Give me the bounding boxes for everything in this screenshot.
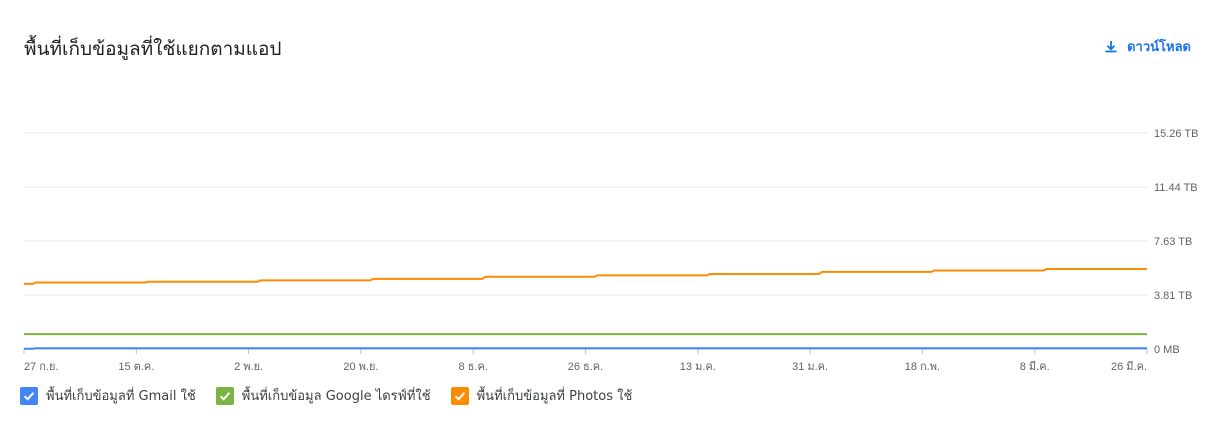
series-line — [24, 268, 1147, 285]
legend-label-photos: พื้นที่เก็บข้อมูลที่ Photos ใช้ — [476, 389, 633, 404]
y-tick-label: 11.44 TB — [1154, 182, 1198, 194]
y-tick-label: 0 MB — [1154, 344, 1180, 356]
legend-label-drive: พื้นที่เก็บข้อมูล Google ไดรฟ์ที่ใช้ — [241, 389, 431, 404]
legend-label-gmail: พื้นที่เก็บข้อมูลที่ Gmail ใช้ — [46, 389, 196, 404]
download-icon — [1104, 40, 1118, 54]
legend-item-gmail[interactable]: พื้นที่เก็บข้อมูลที่ Gmail ใช้ — [20, 385, 196, 406]
x-tick-label: 20 พ.ย. — [343, 361, 378, 373]
x-tick-label: 26 มี.ค. — [1111, 360, 1147, 373]
download-label: ดาวน์โหลด — [1127, 40, 1191, 55]
y-tick-label: 3.81 TB — [1154, 290, 1192, 302]
legend-item-drive[interactable]: พื้นที่เก็บข้อมูล Google ไดรฟ์ที่ใช้ — [215, 385, 431, 406]
x-tick-label: 2 พ.ย. — [234, 361, 263, 373]
x-tick-label: 13 ม.ค. — [680, 361, 716, 373]
x-tick-label: 8 มี.ค. — [1020, 360, 1050, 373]
x-tick-label: 8 ธ.ค. — [459, 361, 488, 373]
checkbox-checked-icon[interactable] — [215, 386, 234, 405]
download-button[interactable]: ดาวน์โหลด — [1104, 36, 1191, 57]
y-tick-label: 7.63 TB — [1154, 236, 1192, 248]
x-tick-label: 27 ก.ย. — [24, 361, 59, 373]
x-tick-label: 18 ก.พ. — [905, 361, 940, 373]
y-tick-label: 15.26 TB — [1154, 128, 1198, 140]
x-tick-label: 15 ต.ค. — [118, 361, 154, 373]
checkbox-checked-icon[interactable] — [450, 386, 469, 405]
legend-item-photos[interactable]: พื้นที่เก็บข้อมูลที่ Photos ใช้ — [450, 385, 633, 406]
chart-legend: พื้นที่เก็บข้อมูลที่ Gmail ใช้ พื้นที่เก… — [20, 385, 632, 406]
x-tick-label: 31 ม.ค. — [792, 361, 828, 373]
storage-line-chart: 0 MB 3.81 TB 7.63 TB 11.44 TB 15.26 TB 27 ก.ย… — [23, 128, 1198, 373]
x-tick-label: 26 ธ.ค. — [568, 361, 603, 373]
checkbox-checked-icon[interactable] — [20, 386, 38, 405]
page-title: พื้นที่เก็บข้อมูลที่ใช้แยกตามแอป — [24, 38, 282, 60]
